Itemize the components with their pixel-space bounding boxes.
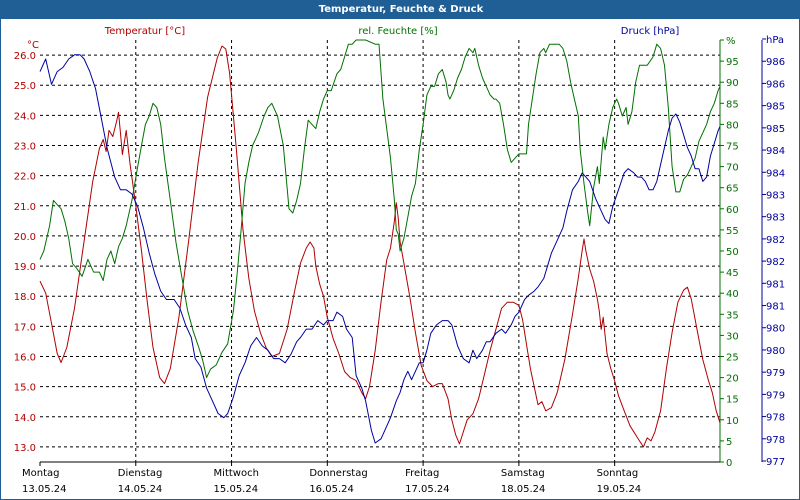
pressure-tick-label: 985 [766, 102, 785, 113]
humidity-tick-label: 5 [726, 437, 732, 448]
day-date-label: 16.05.24 [309, 484, 354, 495]
humidity-tick-label: 70 [726, 163, 739, 174]
pressure-tick-label: 986 [766, 79, 785, 90]
humidity-tick-label: 85 [726, 99, 739, 110]
axes [39, 38, 766, 466]
day-date-label: 18.05.24 [501, 484, 546, 495]
day-labels: Montag 13.05.24 Dienstag 14.05.24 Mittwoch 15… [22, 468, 641, 495]
pressure-tick-label: 978 [766, 413, 785, 424]
day-name-label: Montag [22, 468, 59, 479]
temperature-tick-label: 20.0 [14, 232, 36, 243]
pressure-tick-label: 980 [766, 324, 785, 335]
temperature-tick-label: 24.0 [14, 111, 36, 122]
temperature-tick-label: 17.0 [14, 322, 36, 333]
pressure-tick-label: 980 [766, 346, 785, 357]
temperature-tick-label: 19.0 [14, 262, 36, 273]
pressure-tick-label: 979 [766, 368, 785, 379]
series-lines [39, 39, 721, 448]
day-date-label: 15.05.24 [214, 484, 259, 495]
humidity-tick-label: 50 [726, 247, 739, 258]
temperature-tick-label: 15.0 [14, 383, 36, 394]
humidity-axis-label: rel. Feuchte [%] [358, 26, 437, 37]
temperature-tick-label: 16.0 [14, 353, 36, 364]
temperature-tick-label: 14.0 [14, 413, 36, 424]
temperature-unit: °C [27, 40, 39, 51]
day-date-label: 19.05.24 [597, 484, 642, 495]
pressure-tick-label: 981 [766, 302, 785, 313]
pressure-tick-label: 985 [766, 124, 785, 135]
humidity-tick-label: 25 [726, 353, 739, 364]
humidity-tick-label: 55 [726, 226, 739, 237]
humidity-tick-label: 10 [726, 416, 739, 427]
day-date-label: 17.05.24 [405, 484, 450, 495]
humidity-tick-label: 65 [726, 184, 739, 195]
pressure-axis-label: Druck [hPa] [621, 26, 680, 37]
day-name-label: Freitag [405, 468, 439, 479]
grid-lines [40, 40, 720, 462]
day-date-label: 14.05.24 [118, 484, 163, 495]
pressure-tick-label: 986 [766, 57, 785, 68]
pressure-tick-label: 979 [766, 390, 785, 401]
pressure-tick-label: 984 [766, 146, 785, 157]
pressure-tick-label: 982 [766, 257, 785, 268]
pressure-tick-label: 983 [766, 213, 785, 224]
pressure-tick-label: 983 [766, 190, 785, 201]
pressure-tick-label: 977 [766, 457, 785, 468]
pressure-tick-label: 984 [766, 168, 785, 179]
humidity-tick-label: 60 [726, 205, 739, 216]
temperature-series-line [39, 45, 721, 448]
day-name-label: Samstag [501, 468, 545, 479]
temperature-tick-label: 22.0 [14, 172, 36, 183]
humidity-tick-label: 80 [726, 120, 739, 131]
pressure-tick-label: 981 [766, 279, 785, 290]
temperature-tick-label: 21.0 [14, 202, 36, 213]
day-name-label: Donnerstag [309, 468, 367, 479]
pressure-tick-label: hPa [766, 35, 784, 46]
tick-labels: 13.0 14.0 15.0 16.0 17.0 18.0 19.0 20.0 21.0 22.0… [14, 35, 785, 469]
humidity-tick-label: % [726, 36, 736, 47]
temperature-axis-label: Temperatur [°C] [104, 26, 185, 37]
temperature-tick-label: 18.0 [14, 292, 36, 303]
humidity-tick-label: 45 [726, 268, 739, 279]
humidity-tick-label: 40 [726, 289, 739, 300]
temperature-tick-label: 26.0 [14, 51, 36, 62]
temperature-tick-label: 13.0 [14, 443, 36, 454]
humidity-tick-label: 15 [726, 395, 739, 406]
axis-labels: Temperatur [°C] rel. Feuchte [%] Druck [… [27, 26, 679, 51]
humidity-tick-label: 30 [726, 331, 739, 342]
humidity-tick-label: 0 [726, 458, 732, 469]
day-name-label: Mittwoch [214, 468, 259, 479]
day-date-label: 13.05.24 [22, 484, 67, 495]
pressure-series-line [39, 54, 721, 444]
pressure-tick-label: 982 [766, 235, 785, 246]
humidity-tick-label: 35 [726, 310, 739, 321]
humidity-tick-label: 95 [726, 57, 739, 68]
window-title: Temperatur, Feuchte & Druck [1, 1, 800, 19]
pressure-tick-label: 978 [766, 435, 785, 446]
humidity-tick-label: 20 [726, 374, 739, 385]
humidity-tick-label: 75 [726, 142, 739, 153]
day-name-label: Dienstag [118, 468, 163, 479]
humidity-tick-label: 90 [726, 78, 739, 89]
day-name-label: Sonntag [597, 468, 639, 479]
humidity-series-line [39, 39, 721, 379]
temperature-tick-label: 23.0 [14, 142, 36, 153]
temperature-tick-label: 25.0 [14, 81, 36, 92]
